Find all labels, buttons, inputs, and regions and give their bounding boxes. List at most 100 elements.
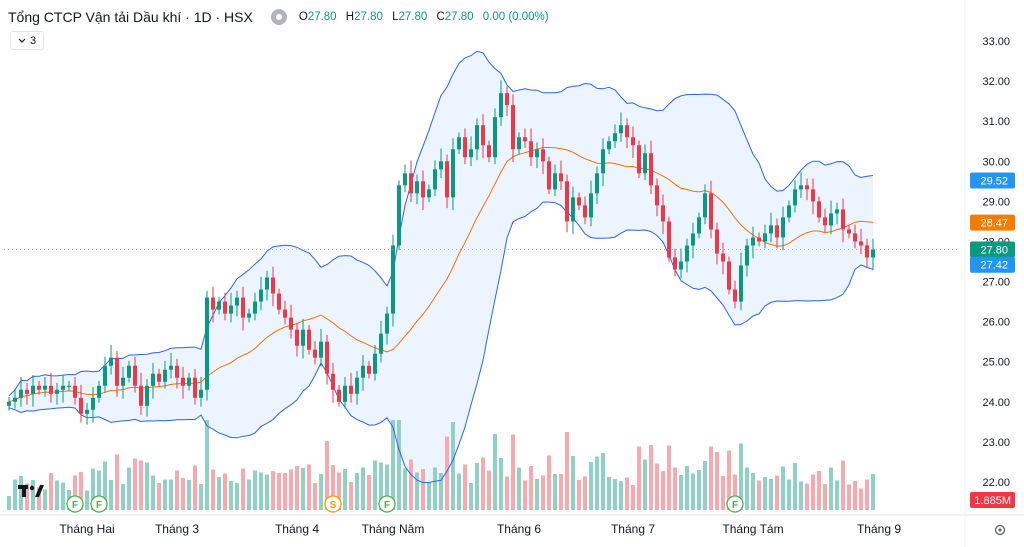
volume-bar — [757, 480, 761, 510]
candle-body — [793, 189, 797, 206]
candle-body — [211, 297, 215, 310]
volume-bar — [733, 474, 737, 510]
volume-bar — [679, 475, 683, 510]
y-axis-tick-label: 23.00 — [982, 437, 1010, 449]
indicators-collapse-button[interactable]: 3 — [10, 31, 44, 50]
volume-bar — [841, 460, 845, 510]
volume-bar — [493, 434, 497, 510]
volume-bar — [559, 474, 563, 510]
ohlc-change-value: 0.00 (0.00%) — [482, 11, 549, 23]
volume-bar — [103, 461, 107, 510]
candle-body — [667, 221, 671, 258]
volume-bar — [817, 471, 821, 510]
candle-body — [325, 341, 329, 374]
candle-body — [475, 125, 479, 150]
volume-bar — [397, 420, 401, 510]
y-axis-tick-label: 25.00 — [982, 357, 1010, 369]
volume-bar — [415, 472, 419, 510]
volume-bar — [187, 480, 191, 510]
volume-bar — [775, 475, 779, 510]
chart-header: Tổng CTCP Vận tải Dầu khí · 1D · HSX O 27… — [8, 8, 555, 26]
candle-body — [691, 233, 695, 246]
candle-body — [103, 365, 107, 386]
candle-body — [289, 317, 293, 330]
volume-bar — [697, 470, 701, 510]
candle-body — [313, 349, 317, 358]
candle-body — [835, 209, 839, 214]
lower-band-price-label: 27.42 — [980, 260, 1008, 272]
candle-body — [859, 241, 863, 246]
volume-bar — [499, 458, 503, 510]
ohlc-low-value: 27.80 — [398, 11, 428, 23]
event-marker-s — [324, 495, 342, 513]
settings-gear-icon[interactable] — [993, 523, 1007, 537]
candle-body — [361, 365, 365, 378]
candle-body — [229, 305, 233, 314]
upper-band-price-label-bg — [970, 172, 1015, 189]
volume-bar — [715, 452, 719, 510]
candle-body — [517, 137, 521, 150]
candle-body — [379, 333, 383, 354]
ohlc-close-key: C — [436, 11, 445, 23]
candle-body — [733, 289, 737, 302]
candle-body — [865, 245, 869, 258]
candle-body — [79, 397, 83, 414]
volume-bar — [649, 445, 653, 510]
volume-bar — [19, 476, 23, 510]
candle-body — [127, 365, 131, 378]
volume-bar — [673, 467, 677, 510]
candle-body — [283, 309, 287, 318]
candle-body — [175, 365, 179, 378]
volume-bar — [703, 461, 707, 510]
volume-bar — [835, 480, 839, 510]
tradingview-logo-icon[interactable] — [18, 482, 44, 498]
candle-body — [469, 149, 473, 158]
volume-bar — [577, 480, 581, 510]
volume-value-label: 1.885M — [974, 495, 1011, 507]
volume-bar — [361, 467, 365, 510]
candle-body — [607, 141, 611, 150]
candle-body — [823, 217, 827, 226]
volume-bar — [115, 454, 119, 510]
candle-body — [253, 301, 257, 314]
candle-body — [187, 377, 191, 386]
ohlc-open-key: O — [298, 11, 308, 23]
candle-body — [685, 245, 689, 262]
volume-bar — [13, 479, 17, 510]
volume-bar — [613, 479, 617, 510]
volume-bar — [541, 475, 545, 510]
symbol-title[interactable]: Tổng CTCP Vận tải Dầu khí · 1D · HSX — [8, 9, 253, 25]
volume-bar — [247, 479, 251, 510]
volume-bar — [433, 467, 437, 510]
volume-bar — [763, 477, 767, 510]
volume-bar — [169, 479, 173, 510]
candle-body — [151, 373, 155, 386]
basis-price-label-bg — [970, 214, 1015, 231]
volume-bar — [43, 489, 47, 510]
volume-bar — [505, 476, 509, 510]
candle-body — [121, 377, 125, 386]
candle-body — [235, 297, 239, 306]
candle-body — [337, 389, 341, 402]
candle-body — [277, 293, 281, 310]
volume-bar — [229, 481, 233, 510]
candle-body — [703, 193, 707, 218]
ohlc-readout: O27.80 H27.80 L27.80 C27.80 0.00 (0.00%) — [299, 11, 555, 23]
candle-body — [787, 205, 791, 218]
event-marker-f — [378, 495, 396, 513]
basis-price-label: 28.47 — [980, 218, 1008, 230]
candle-body — [241, 297, 245, 318]
volume-bar — [535, 479, 539, 510]
eye-icon[interactable] — [270, 9, 287, 25]
candle-body — [163, 369, 167, 382]
candle-body — [553, 173, 557, 190]
x-axis-tick-label: Tháng Năm — [362, 522, 425, 536]
candle-body — [871, 249, 875, 258]
volume-bar — [271, 471, 275, 510]
candle-body — [757, 237, 761, 242]
volume-bar — [529, 466, 533, 510]
candle-body — [637, 145, 641, 174]
volume-bar — [325, 441, 329, 510]
volume-bar — [133, 458, 137, 510]
